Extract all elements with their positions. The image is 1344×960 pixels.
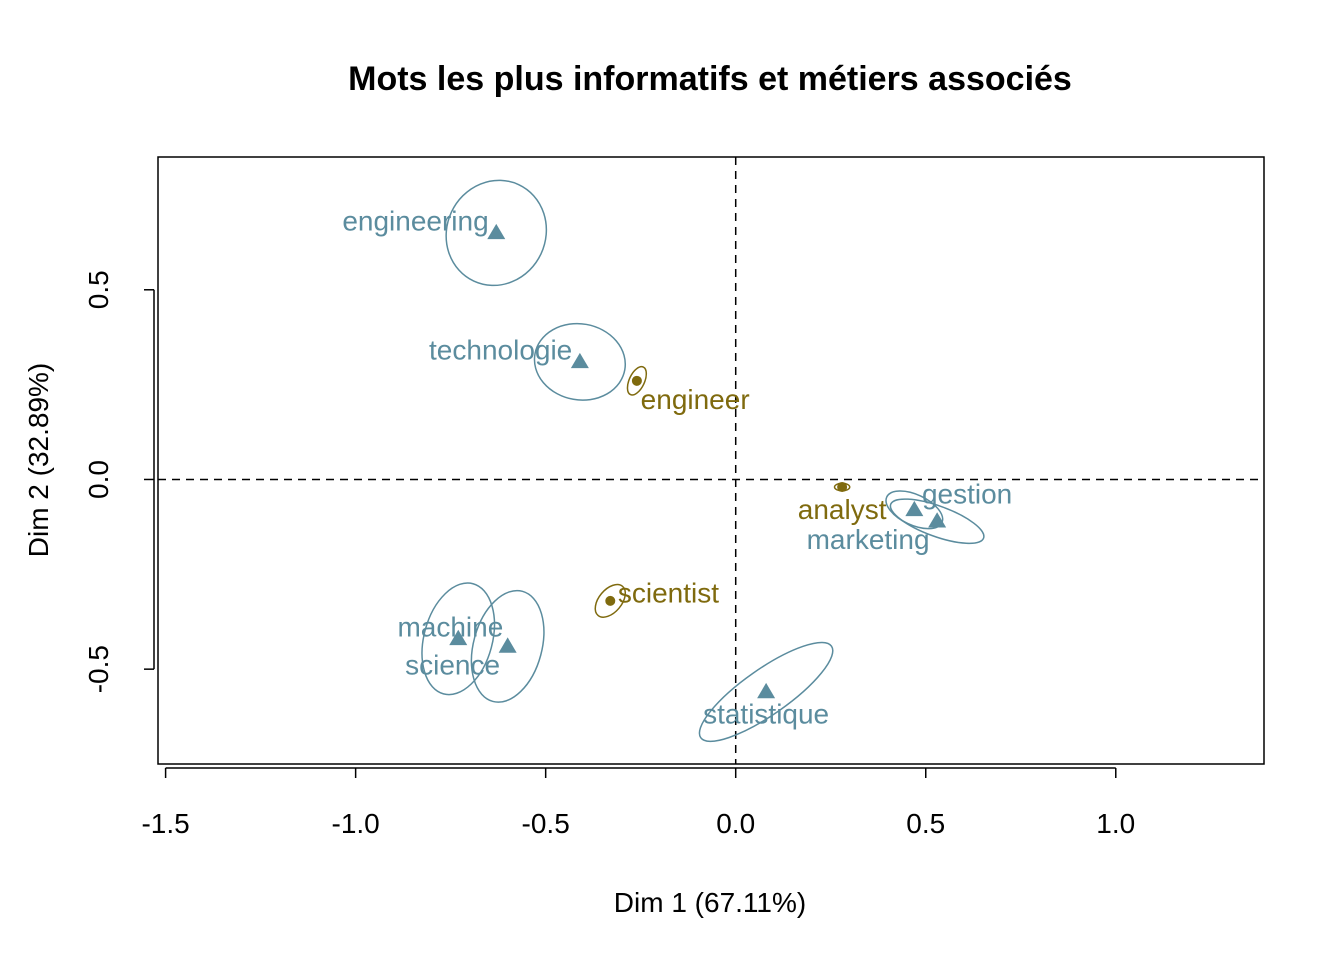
confidence-ellipse (445, 179, 548, 287)
point-label: marketing (807, 524, 930, 555)
reference-lines (158, 157, 1264, 764)
x-tick-label: -1.5 (141, 808, 189, 839)
point-label: engineer (641, 384, 750, 415)
circle-marker (837, 482, 848, 493)
chart-title: Mots les plus informatifs et métiers ass… (348, 60, 1072, 98)
confidence-ellipse (421, 582, 496, 696)
point-labels: engineering technologie gestion marketing ma… (342, 205, 1012, 729)
point-label: analyst (798, 494, 887, 525)
y-axis: -0.5 0.0 0.5 (83, 270, 155, 693)
y-axis-title: Dim 2 (32.89%) (23, 363, 54, 558)
point-label: gestion (922, 479, 1012, 510)
triangle-marker (928, 512, 947, 528)
point-label: scientist (618, 577, 719, 608)
triangle-marker (905, 500, 924, 517)
point-label: machine (397, 611, 503, 642)
point-label: technologie (429, 334, 572, 365)
circle-marker (605, 595, 616, 606)
circle-marker (631, 375, 642, 386)
confidence-ellipse (533, 322, 627, 401)
confidence-ellipse (698, 641, 834, 743)
triangle-marker (498, 637, 517, 653)
point-label: engineering (342, 205, 488, 236)
confidence-ellipse (594, 583, 627, 618)
triangle-marker (570, 352, 589, 369)
point-label: statistique (703, 699, 829, 730)
y-tick-label: 0.5 (83, 270, 114, 309)
confidence-ellipses (421, 179, 985, 743)
x-tick-label: -0.5 (522, 808, 570, 839)
x-tick-label: 0.0 (716, 808, 755, 839)
y-tick-label: 0.0 (83, 460, 114, 499)
confidence-ellipse (470, 589, 545, 703)
triangle-marker (449, 629, 468, 646)
triangle-marker (487, 223, 506, 240)
y-tick-label: -0.5 (83, 645, 114, 693)
x-tick-label: 1.0 (1096, 808, 1135, 839)
plot-frame (157, 156, 1265, 765)
x-axis: -1.5 -1.0 -0.5 0.0 0.5 1.0 (141, 767, 1135, 839)
point-markers (449, 223, 947, 699)
triangle-marker (757, 682, 776, 699)
x-tick-label: -1.0 (332, 808, 380, 839)
confidence-ellipse (889, 498, 985, 545)
x-axis-title: Dim 1 (67.11%) (614, 887, 806, 918)
x-tick-label: 0.5 (906, 808, 945, 839)
point-label: science (405, 649, 500, 680)
confidence-ellipse (626, 365, 648, 396)
